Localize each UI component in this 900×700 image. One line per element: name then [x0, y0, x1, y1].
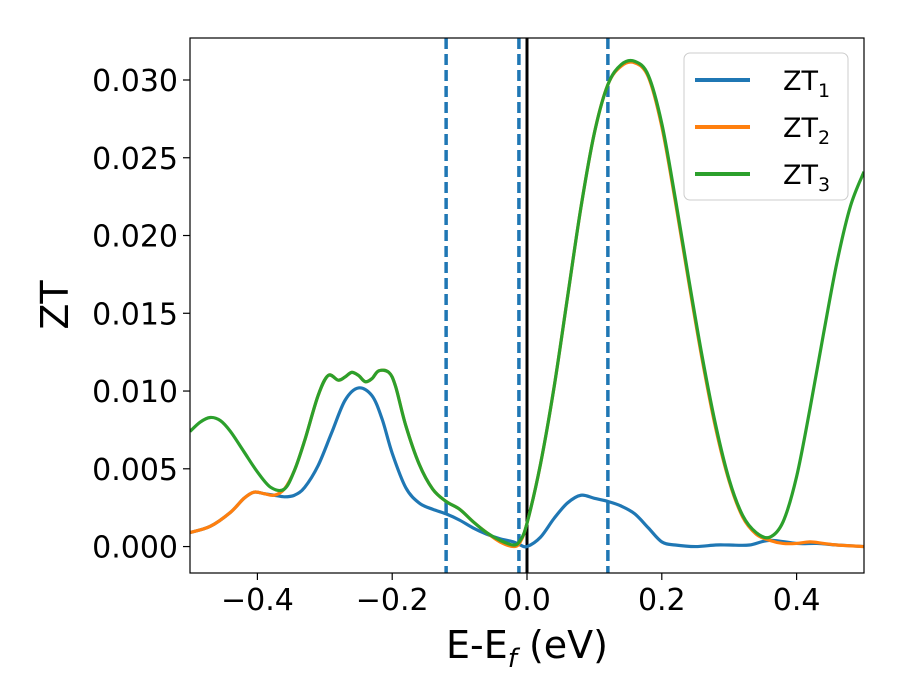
y-tick-label: 0.000 — [92, 531, 178, 566]
y-axis-title: ZT — [33, 280, 77, 330]
legend-label-zt1: ZT1 — [783, 66, 830, 102]
x-tick-label: −0.4 — [221, 583, 294, 618]
legend-label-zt3: ZT3 — [783, 160, 830, 196]
y-tick-label: 0.030 — [92, 64, 178, 99]
x-tick-label: 0.0 — [503, 583, 551, 618]
series-line-zt3 — [190, 58, 864, 547]
x-tick-label: −0.2 — [356, 583, 429, 618]
y-tick-label: 0.015 — [92, 297, 178, 332]
x-tick-label: 0.2 — [638, 583, 686, 618]
x-axis-ticks: −0.4 −0.2 0.0 0.2 0.4 — [221, 573, 820, 618]
series-lines — [190, 58, 864, 549]
reference-lines — [444, 38, 610, 573]
y-axis-ticks: 0.000 0.005 0.010 0.015 0.020 0.025 0.030 — [92, 64, 190, 566]
y-tick-label: 0.025 — [92, 142, 178, 177]
plot-area — [190, 38, 864, 573]
y-tick-label: 0.010 — [92, 375, 178, 410]
legend: ZT1 ZT2 ZT3 — [683, 52, 849, 201]
legend-label-zt2: ZT2 — [783, 113, 830, 149]
legend-box — [683, 52, 849, 201]
x-axis-title: E-Ef (eV) — [446, 623, 608, 674]
x-tick-label: 0.4 — [773, 583, 821, 618]
y-tick-label: 0.005 — [92, 453, 178, 488]
y-tick-label: 0.020 — [92, 220, 178, 255]
